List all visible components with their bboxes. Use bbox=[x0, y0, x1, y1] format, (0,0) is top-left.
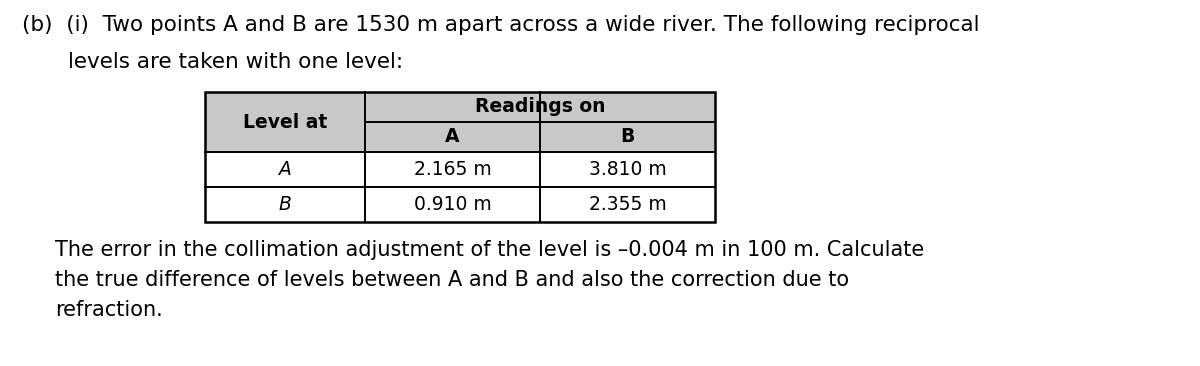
Text: refraction.: refraction. bbox=[55, 300, 163, 320]
Text: 0.910 m: 0.910 m bbox=[414, 195, 491, 214]
Text: B: B bbox=[278, 195, 292, 214]
Text: A: A bbox=[278, 160, 292, 179]
Bar bbox=[205, 92, 715, 222]
Text: the true difference of levels between A and B and also the correction due to: the true difference of levels between A … bbox=[55, 270, 850, 290]
Text: Readings on: Readings on bbox=[475, 97, 605, 116]
Bar bbox=[205, 92, 715, 222]
Text: 3.810 m: 3.810 m bbox=[589, 160, 666, 179]
Text: (b)  (i)  Two points A and B are 1530 m apart across a wide river. The following: (b) (i) Two points A and B are 1530 m ap… bbox=[22, 15, 979, 35]
Bar bbox=[205, 92, 365, 152]
Text: 2.355 m: 2.355 m bbox=[589, 195, 666, 214]
Text: A: A bbox=[445, 127, 460, 146]
Bar bbox=[365, 92, 715, 122]
Text: B: B bbox=[620, 127, 635, 146]
Text: levels are taken with one level:: levels are taken with one level: bbox=[68, 52, 403, 72]
Text: Level at: Level at bbox=[242, 112, 328, 131]
Text: The error in the collimation adjustment of the level is –0.004 m in 100 m. Calcu: The error in the collimation adjustment … bbox=[55, 240, 924, 260]
Bar bbox=[365, 122, 715, 152]
Text: 2.165 m: 2.165 m bbox=[414, 160, 491, 179]
